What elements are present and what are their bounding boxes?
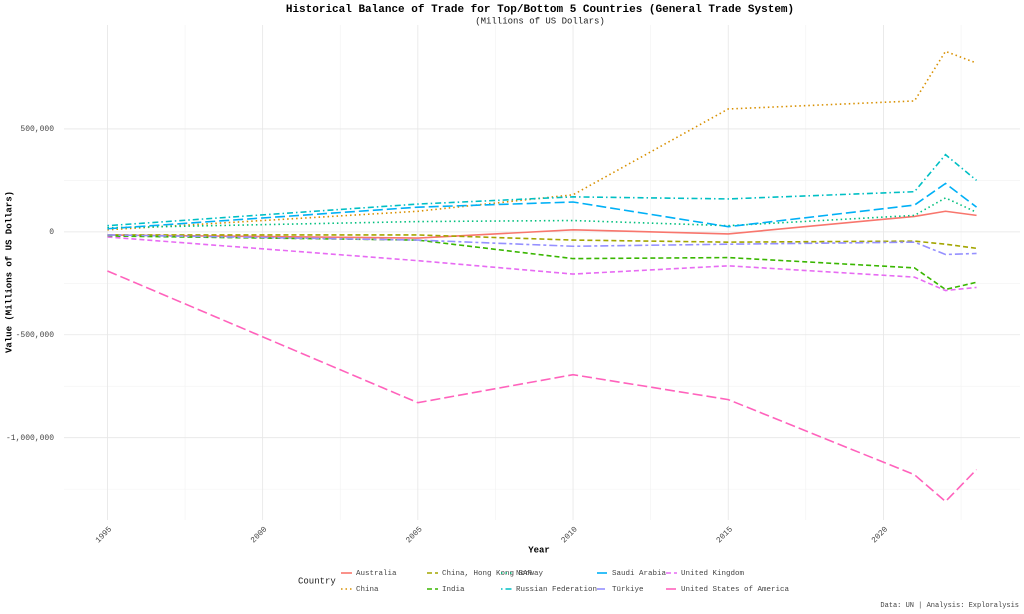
series-line — [107, 182, 978, 230]
legend-label: China — [356, 586, 379, 594]
legend-label: Saudi Arabia — [612, 570, 667, 578]
series-line — [107, 270, 978, 503]
legend-label: China, Hong Kong SAR — [442, 570, 533, 578]
x-tick-label: 2010 — [560, 525, 580, 545]
x-tick-label: 1995 — [94, 525, 114, 545]
legend-title: Country — [298, 576, 336, 586]
legend-label: United Kingdom — [681, 570, 745, 578]
x-tick-label: 2005 — [405, 525, 425, 545]
caption: Data: UN | Analysis: Exploralysis — [880, 602, 1019, 610]
legend-label: Russian Federation — [516, 586, 597, 594]
chart-title: Historical Balance of Trade for Top/Bott… — [286, 4, 794, 16]
x-tick-label: 2020 — [870, 525, 890, 545]
y-tick-label: -500,000 — [16, 331, 55, 340]
x-tick-label: 2015 — [715, 525, 735, 545]
series-line — [107, 153, 978, 227]
legend-label: Australia — [356, 570, 397, 578]
series-line — [107, 236, 977, 292]
series-line — [107, 235, 977, 291]
series-line — [107, 234, 977, 256]
series-line — [107, 50, 977, 231]
y-tick-label: 500,000 — [20, 125, 54, 134]
legend-label: India — [442, 586, 465, 594]
x-tick-label: 2000 — [249, 525, 269, 545]
series-line — [107, 210, 977, 239]
y-tick-label: -1,000,000 — [6, 434, 54, 443]
x-axis-title: Year — [528, 545, 550, 555]
legend-label: Türkiye — [612, 586, 644, 594]
legend-label: United States of America — [681, 586, 790, 594]
legend-label: Norway — [516, 570, 544, 578]
series-line — [107, 234, 977, 250]
chart-subtitle: (Millions of US Dollars) — [475, 16, 605, 26]
y-tick-label: 0 — [49, 228, 54, 237]
y-axis-title: Value (Millions of US Dollars) — [4, 191, 14, 353]
